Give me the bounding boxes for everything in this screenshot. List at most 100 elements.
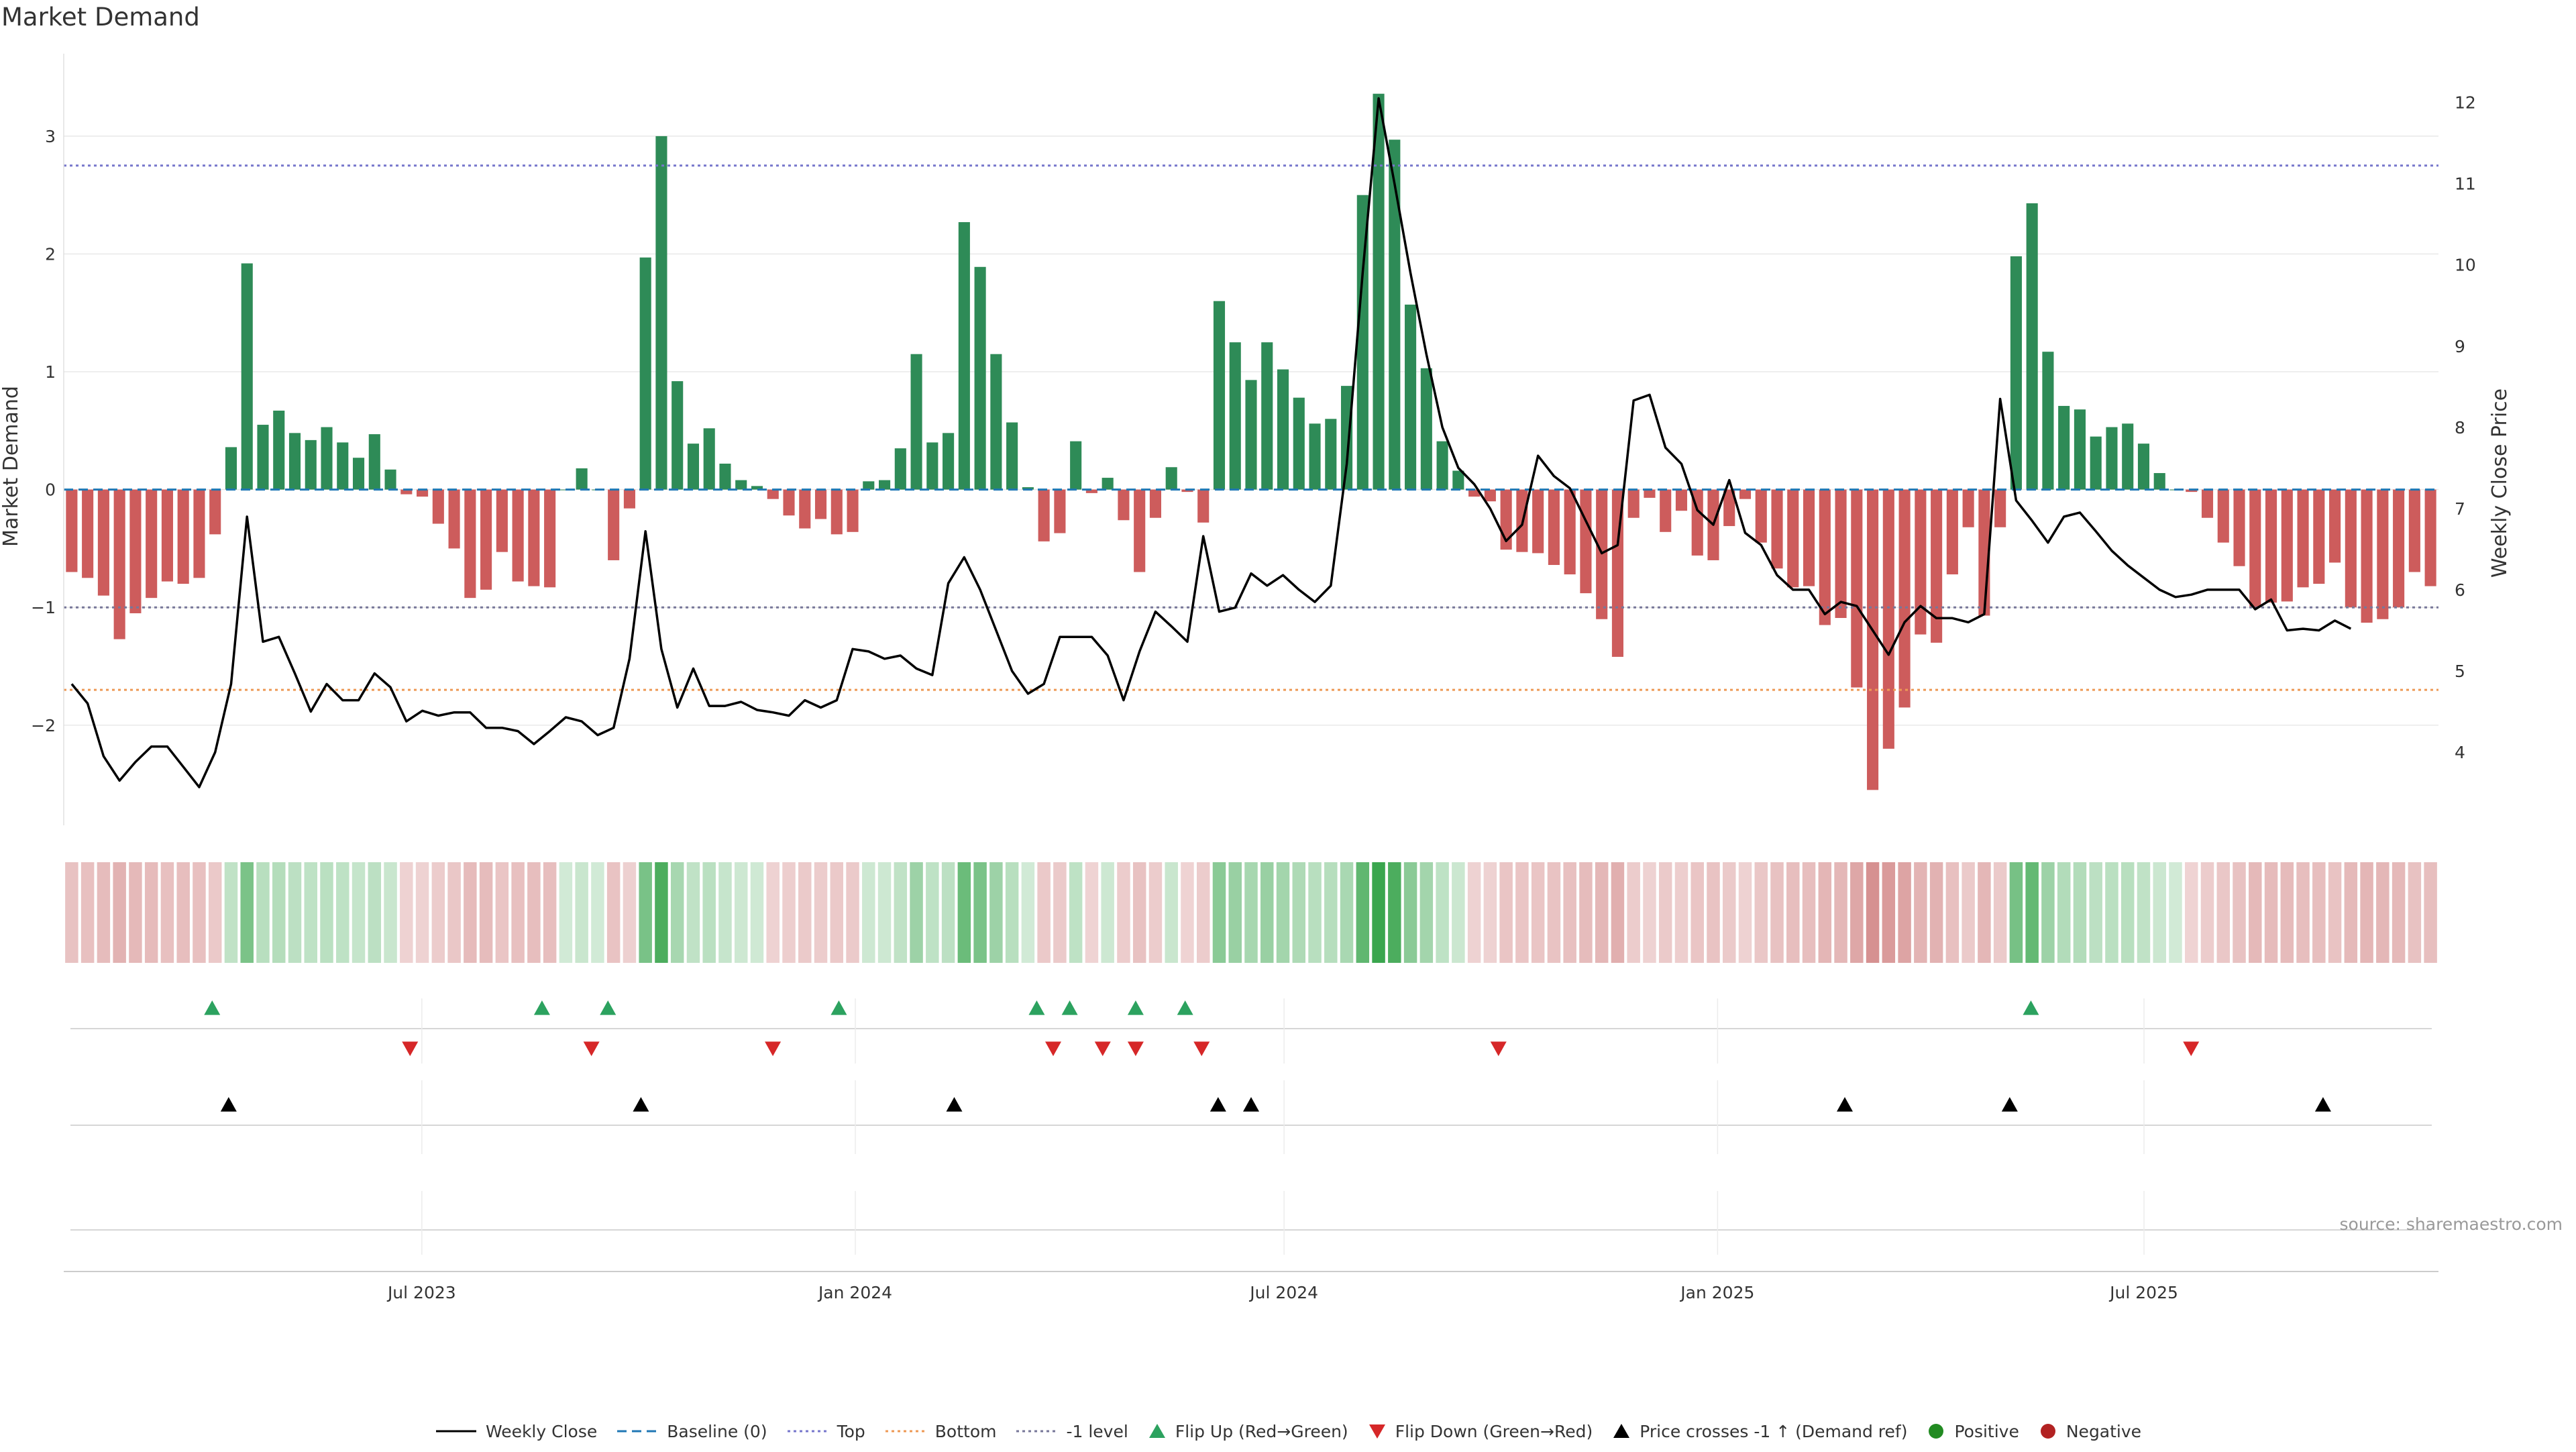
demand-bar-positive — [576, 468, 588, 490]
source-note: source: sharemaestro.com — [2339, 1214, 2563, 1234]
heat-band-cell — [1914, 862, 1927, 963]
heat-band-cell — [1786, 862, 1800, 963]
legend: Weekly Close Baseline (0) Top Bottom -1 leve… — [0, 1421, 2576, 1441]
demand-bar-negative — [177, 489, 189, 584]
flip-down-marker — [1127, 1041, 1144, 1056]
heat-band-cell — [97, 862, 111, 963]
heat-band-cell — [384, 862, 397, 963]
left-axis-tick-label: 2 — [45, 244, 56, 264]
heat-band-cell — [288, 862, 302, 963]
heat-band-cell — [1707, 862, 1720, 963]
legend-symbol-mark — [1148, 1424, 1165, 1438]
heat-band-cell — [1132, 862, 1146, 963]
heat-band-cell — [973, 862, 987, 963]
x-tick-label: Jul 2023 — [386, 1283, 456, 1302]
right-axis-tick-label: 6 — [2455, 580, 2465, 600]
heat-band-cell — [208, 862, 222, 963]
legend-label: Flip Down (Green→Red) — [1395, 1421, 1593, 1441]
heat-band-cell — [2392, 862, 2406, 963]
heat-band-cell — [336, 862, 350, 963]
heat-band-cell — [2089, 862, 2102, 963]
heat-band-cell — [272, 862, 286, 963]
demand-bar-positive — [672, 381, 684, 490]
demand-bar-negative — [1118, 489, 1130, 521]
heat-band-cell — [1515, 862, 1529, 963]
heat-band-cell — [1196, 862, 1210, 963]
demand-bar-negative — [1946, 489, 1958, 575]
demand-bar-positive — [1070, 441, 1082, 490]
demand-bar-negative — [2265, 489, 2277, 603]
demand-bar-negative — [2281, 489, 2293, 602]
heat-band-cell — [431, 862, 445, 963]
heat-band-cell — [1978, 862, 1991, 963]
legend-item: Positive — [1926, 1421, 2019, 1441]
price-cross-marker — [633, 1097, 649, 1112]
right-axis-title: Weekly Close Price — [2488, 388, 2512, 578]
flip-up-marker — [830, 1000, 847, 1015]
legend-item: Baseline (0) — [616, 1421, 767, 1441]
demand-bar-negative — [82, 489, 94, 578]
demand-bar-positive — [352, 458, 365, 490]
legend-item: -1 level — [1015, 1421, 1128, 1441]
heat-band-cell — [1993, 862, 2007, 963]
flip-up-marker — [1177, 1000, 1193, 1015]
demand-bar-negative — [400, 489, 413, 495]
legend-symbol-mark — [1613, 1424, 1630, 1438]
heat-band-cell — [2360, 862, 2373, 963]
heat-band-cell — [2424, 862, 2437, 963]
heat-band-cell — [1037, 862, 1051, 963]
heat-band-cell — [639, 862, 652, 963]
flip-down-marker — [1490, 1041, 1507, 1056]
flip-up-marker — [1127, 1000, 1144, 1015]
demand-bar-negative — [799, 489, 811, 529]
heat-band-cell — [1643, 862, 1656, 963]
price-cross-marker — [1210, 1097, 1226, 1112]
heat-band-cell — [2249, 862, 2262, 963]
heat-band-cell — [1962, 862, 1975, 963]
heat-band-cell — [2408, 862, 2422, 963]
heat-band-cell — [176, 862, 190, 963]
heat-band-cell — [1005, 862, 1019, 963]
demand-bar-negative — [1484, 489, 1496, 502]
demand-bar-negative — [2233, 489, 2245, 566]
demand-bar-positive — [863, 481, 875, 490]
heat-band-cell — [1260, 862, 1274, 963]
legend-symbol-mark — [1368, 1424, 1385, 1439]
demand-bar-negative — [1723, 489, 1735, 527]
demand-bar-negative — [2201, 489, 2214, 518]
demand-bar-negative — [97, 489, 109, 596]
demand-bar-negative — [1644, 489, 1656, 498]
heat-band-cell — [1499, 862, 1513, 963]
demand-bar-negative — [1197, 489, 1210, 523]
heat-band-cell — [1866, 862, 1880, 963]
heat-band-cell — [1356, 862, 1370, 963]
heat-band-cell — [1690, 862, 1704, 963]
demand-bar-negative — [1882, 489, 1894, 749]
demand-bar-negative — [417, 489, 429, 497]
heat-band-cell — [1181, 862, 1194, 963]
heat-band-cell — [750, 862, 764, 963]
demand-bar-negative — [193, 489, 205, 578]
demand-bar-positive — [1213, 301, 1226, 490]
left-axis-tick-label: −2 — [31, 716, 56, 735]
heat-band-cell — [1547, 862, 1561, 963]
legend-symbol — [885, 1430, 926, 1433]
demand-bar-positive — [1405, 304, 1417, 490]
demand-bar-positive — [2058, 405, 2070, 490]
heat-band-cell — [320, 862, 333, 963]
demand-bar-positive — [1229, 342, 1241, 490]
demand-bar-positive — [1006, 422, 1018, 490]
flip-down-marker — [1094, 1041, 1111, 1056]
demand-bar-negative — [1819, 489, 1831, 625]
price-cross-marker — [2314, 1097, 2331, 1112]
right-axis-tick-label: 9 — [2455, 337, 2465, 356]
price-cross-marker — [1243, 1097, 1259, 1112]
heat-band-cell — [224, 862, 238, 963]
heat-band-cell — [1531, 862, 1545, 963]
left-axis-tick-label: 1 — [45, 362, 56, 382]
demand-bar-positive — [273, 410, 285, 490]
demand-bar-positive — [1389, 140, 1401, 490]
demand-bar-negative — [1898, 489, 1911, 708]
demand-bar-positive — [655, 136, 667, 490]
demand-bar-negative — [1181, 489, 1193, 492]
